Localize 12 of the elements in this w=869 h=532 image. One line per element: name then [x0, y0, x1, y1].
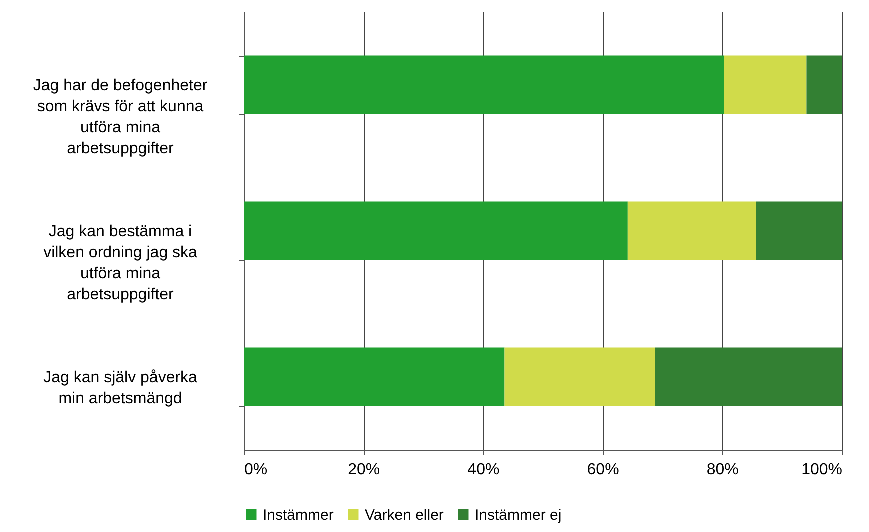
legend-label: Instämmer ej [475, 506, 562, 524]
x-tick-label: 80% [706, 462, 739, 478]
legend-label: Varken eller [365, 506, 444, 524]
y-tick-label: Jag har de befogenheter som krävs för att kunna utföra mina arbetsuppgifter [33, 78, 208, 158]
x-tick-label: 40% [468, 462, 500, 478]
x-tick-label: 100% [802, 462, 842, 478]
y-tick-label: Jag kan själv påverka min arbetsmängd [44, 370, 198, 408]
legend-label: Instämmer [263, 506, 334, 524]
x-tick-label: 20% [348, 462, 380, 478]
x-tick-label: 60% [587, 462, 620, 478]
y-tick-label: Jag kan bestämma i vilken ordning jag ska utföra mina arbetsuppgifter [44, 224, 198, 304]
x-tick-label: 0% [244, 462, 268, 478]
